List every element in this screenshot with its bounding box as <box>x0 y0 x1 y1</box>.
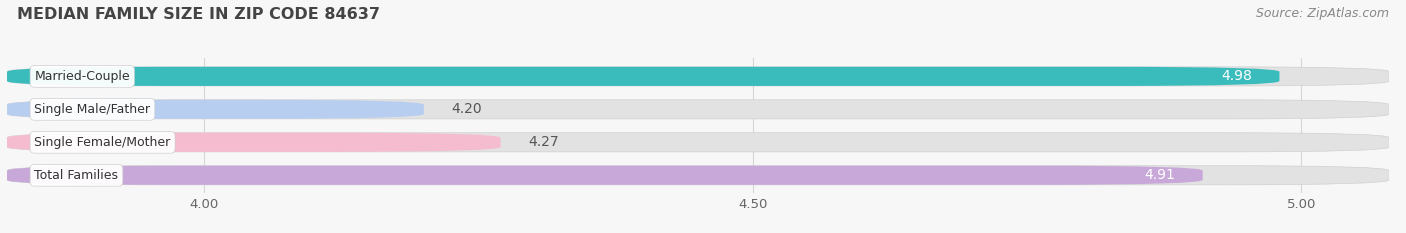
Text: 4.27: 4.27 <box>529 135 558 149</box>
Text: Married-Couple: Married-Couple <box>35 70 131 83</box>
Text: MEDIAN FAMILY SIZE IN ZIP CODE 84637: MEDIAN FAMILY SIZE IN ZIP CODE 84637 <box>17 7 380 22</box>
FancyBboxPatch shape <box>7 100 423 119</box>
Text: 4.98: 4.98 <box>1222 69 1251 83</box>
FancyBboxPatch shape <box>7 166 1202 185</box>
FancyBboxPatch shape <box>7 100 1389 119</box>
Text: 4.20: 4.20 <box>451 102 482 116</box>
FancyBboxPatch shape <box>7 166 1389 185</box>
Text: 4.91: 4.91 <box>1144 168 1175 182</box>
Text: Total Families: Total Families <box>35 169 118 182</box>
Text: Single Female/Mother: Single Female/Mother <box>35 136 170 149</box>
FancyBboxPatch shape <box>7 67 1279 86</box>
Text: Source: ZipAtlas.com: Source: ZipAtlas.com <box>1256 7 1389 20</box>
FancyBboxPatch shape <box>7 133 1389 152</box>
FancyBboxPatch shape <box>7 133 501 152</box>
FancyBboxPatch shape <box>7 67 1389 86</box>
Text: Single Male/Father: Single Male/Father <box>35 103 150 116</box>
